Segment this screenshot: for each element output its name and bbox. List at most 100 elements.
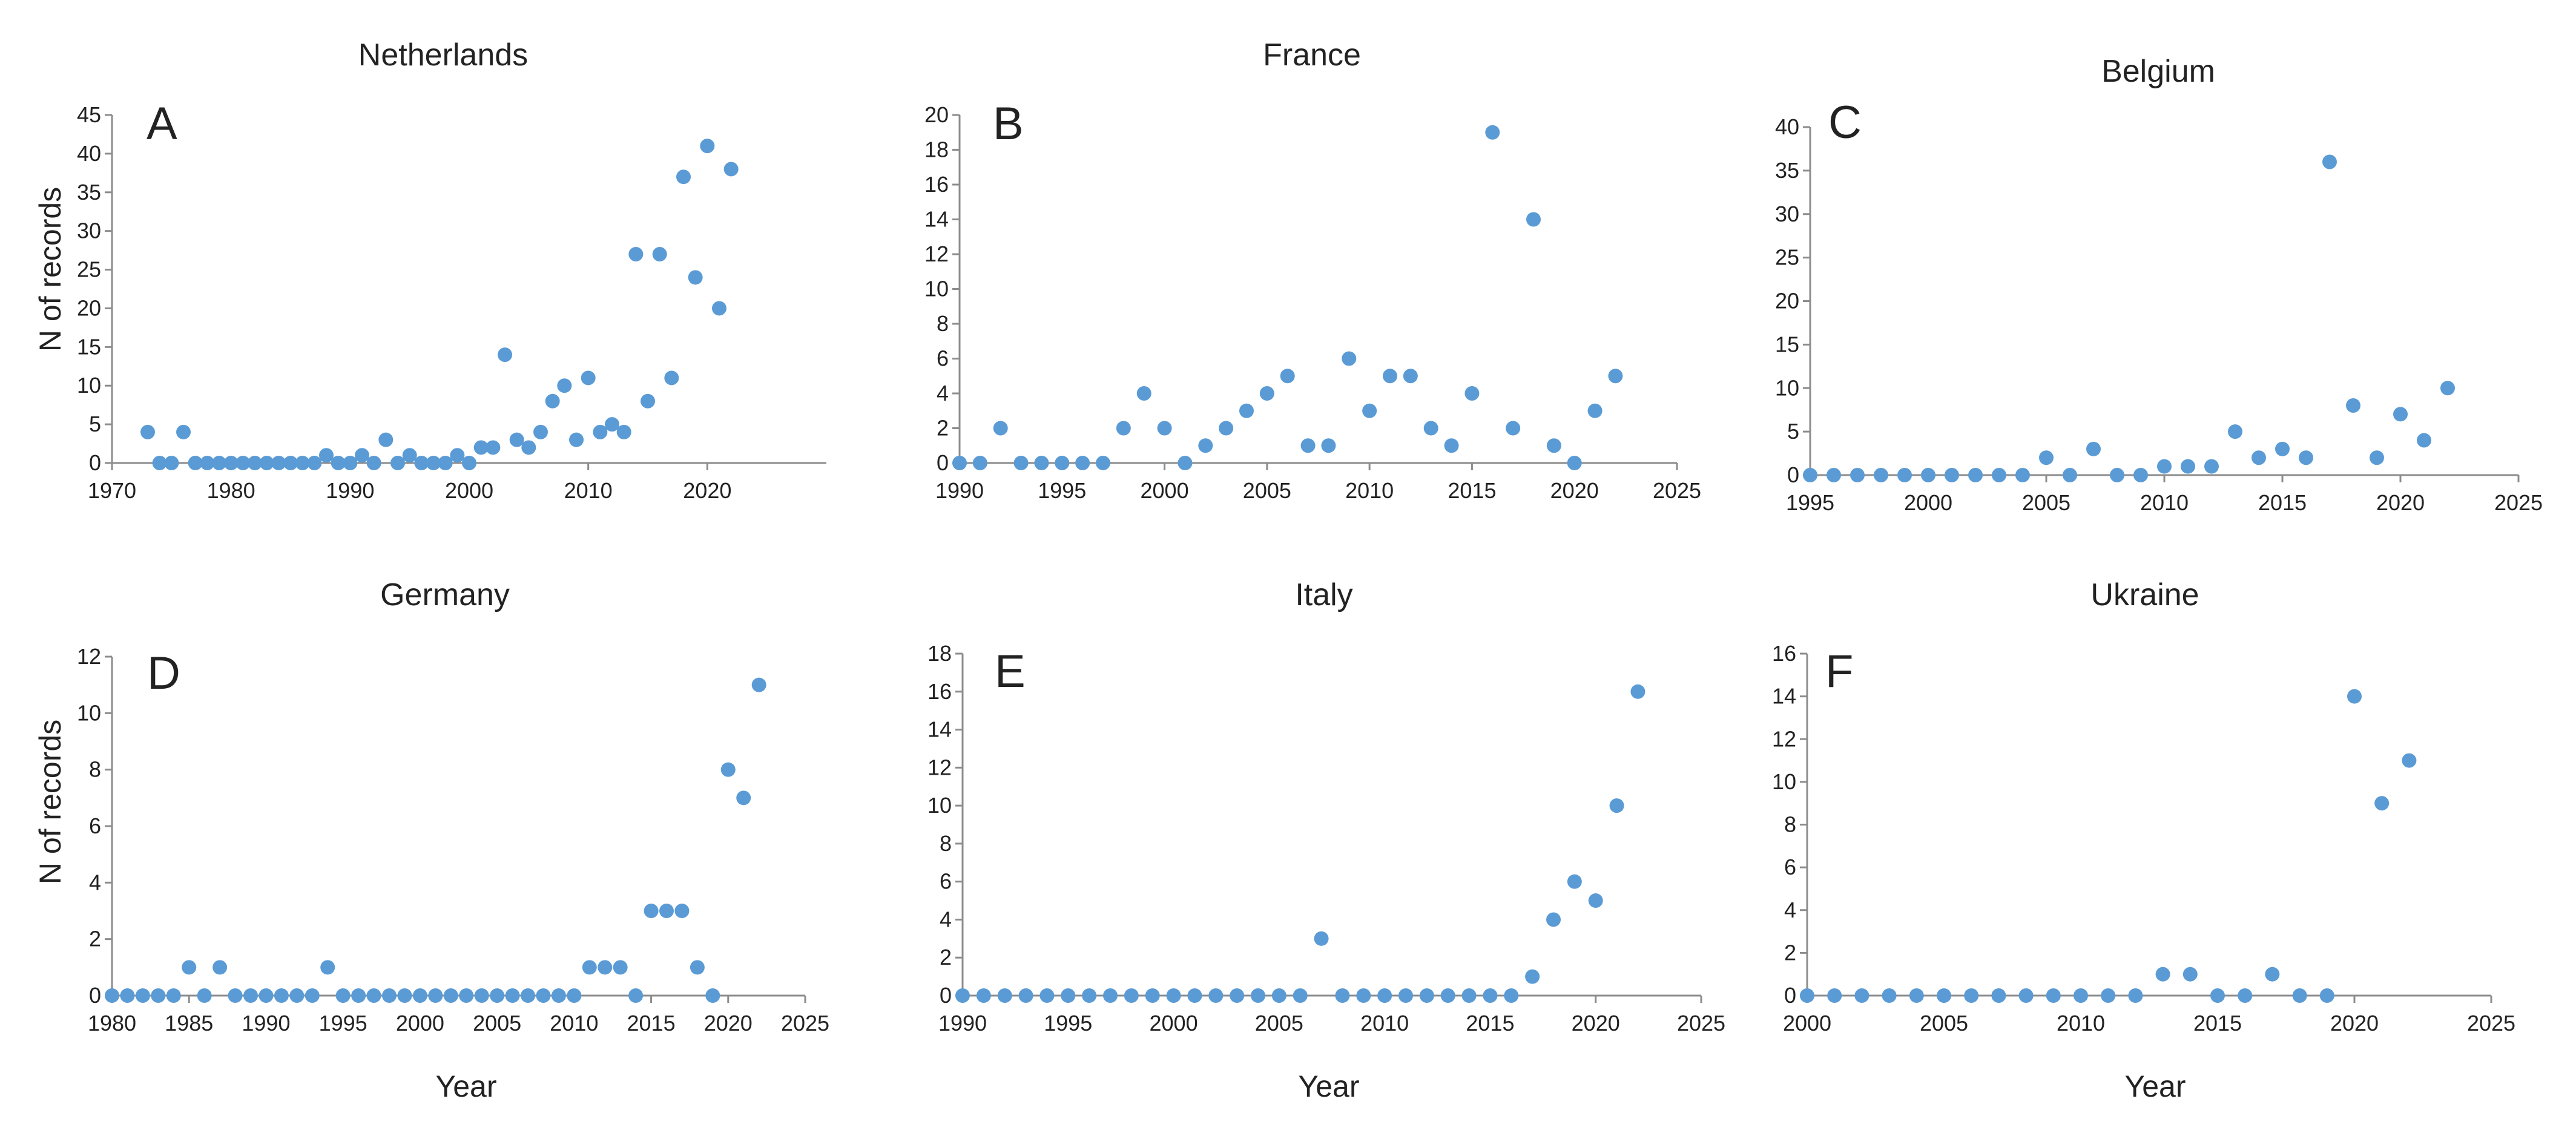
data-point — [473, 440, 489, 455]
data-point — [397, 988, 412, 1003]
data-point — [2046, 988, 2061, 1003]
data-point — [390, 456, 405, 470]
data-point — [182, 960, 197, 975]
data-point — [2292, 988, 2307, 1003]
data-point — [551, 988, 566, 1003]
x-tick-label: 1995 — [1038, 478, 1086, 503]
data-point — [2393, 407, 2408, 422]
data-point — [1075, 456, 1090, 470]
x-tick-label: 2015 — [2193, 1011, 2242, 1036]
data-point — [1271, 988, 1286, 1003]
data-point — [1013, 456, 1029, 470]
panel-letter-f: F — [1825, 646, 1853, 697]
y-tick-label: 10 — [1775, 375, 1799, 400]
x-tick-label: 2005 — [473, 1011, 521, 1036]
y-tick-label: 18 — [924, 137, 949, 162]
data-point — [993, 421, 1008, 436]
data-point — [674, 904, 690, 918]
x-tick-label: 1980 — [207, 478, 255, 503]
data-point — [366, 988, 381, 1003]
x-tick-label: 2010 — [2057, 1011, 2105, 1036]
data-point — [690, 960, 705, 975]
data-point — [105, 988, 119, 1003]
data-point — [414, 456, 429, 470]
panel-letter-e: E — [995, 646, 1026, 697]
panel-e: Italy E 0 2 4 6 8 10 12 14 16 18 1990 1995 2000 2005 201… — [927, 577, 1725, 1036]
data-point — [1609, 798, 1624, 813]
data-point — [505, 988, 520, 1003]
data-point — [335, 988, 351, 1003]
panel-b: France B 0 2 4 6 8 10 12 14 16 18 20 1990 1995 2000 2005… — [924, 38, 1701, 503]
data-point — [135, 988, 150, 1003]
data-point — [236, 456, 251, 470]
data-point — [616, 424, 631, 439]
data-point — [1034, 456, 1049, 470]
data-point — [243, 988, 258, 1003]
data-point — [2155, 967, 2170, 982]
data-point — [2157, 459, 2172, 474]
x-tick-label: 2015 — [627, 1011, 676, 1036]
data-point — [343, 456, 358, 470]
y-tick-label: 4 — [937, 381, 949, 405]
data-point — [212, 960, 228, 975]
x-tick-label: 2020 — [704, 1011, 753, 1036]
data-point — [644, 904, 659, 918]
x-tick-label: 1990 — [242, 1011, 290, 1036]
y-tick-label: 12 — [927, 755, 952, 780]
data-point — [1440, 988, 1455, 1003]
panel-d: Germany D 0 2 4 6 8 10 12 1980 1985 1990 1995 2000 200… — [77, 577, 829, 1036]
x-tick-label: 2020 — [2330, 1011, 2379, 1036]
y-tick-label: 40 — [1775, 114, 1799, 139]
data-point — [509, 432, 524, 447]
data-point — [613, 960, 628, 975]
y-tick-label: 16 — [924, 172, 949, 197]
data-point — [1587, 403, 1603, 418]
data-point — [166, 988, 181, 1003]
y-tick-label: 20 — [1775, 289, 1799, 314]
data-point — [2204, 459, 2219, 474]
y-tick-label: 0 — [1787, 462, 1799, 487]
data-point — [533, 424, 548, 439]
data-point — [402, 448, 417, 463]
y-tick-label: 6 — [89, 813, 101, 838]
data-point — [1800, 988, 1814, 1003]
y-tick-label: 0 — [89, 983, 101, 1008]
data-point — [2128, 988, 2143, 1003]
x-tick-label: 2010 — [1345, 478, 1394, 503]
x-tick-label: 1990 — [938, 1011, 987, 1036]
x-tick-label: 1970 — [88, 478, 136, 503]
data-point — [443, 988, 458, 1003]
data-point — [1335, 988, 1350, 1003]
data-point — [2039, 450, 2054, 465]
y-tick-label: 4 — [940, 907, 952, 931]
data-point — [664, 370, 679, 386]
data-point — [2181, 459, 2195, 474]
data-point — [176, 424, 191, 439]
data-point — [567, 988, 582, 1003]
y-tick-label: 2 — [1784, 940, 1796, 965]
data-point — [952, 456, 967, 470]
data-point — [593, 424, 608, 439]
data-point — [1504, 988, 1519, 1003]
panel-title-d: Germany — [380, 577, 510, 612]
data-point — [1356, 988, 1371, 1003]
data-point — [1018, 988, 1033, 1003]
x-tick-label: 2000 — [1904, 490, 1952, 515]
data-point — [1854, 988, 1869, 1003]
data-point — [355, 448, 369, 463]
data-point — [351, 988, 366, 1003]
data-point — [1362, 403, 1377, 418]
data-point — [474, 988, 489, 1003]
data-point — [1546, 438, 1561, 453]
data-point — [1314, 931, 1329, 946]
x-axis-title-d: Year — [435, 1069, 496, 1103]
data-point — [1827, 988, 1842, 1003]
data-point — [2101, 988, 2116, 1003]
data-point — [2374, 796, 2390, 811]
data-point — [1300, 438, 1316, 453]
panel-title-b: France — [1263, 38, 1361, 73]
panel-letter-c: C — [1828, 97, 1862, 148]
data-point — [120, 988, 135, 1003]
data-point — [259, 988, 274, 1003]
